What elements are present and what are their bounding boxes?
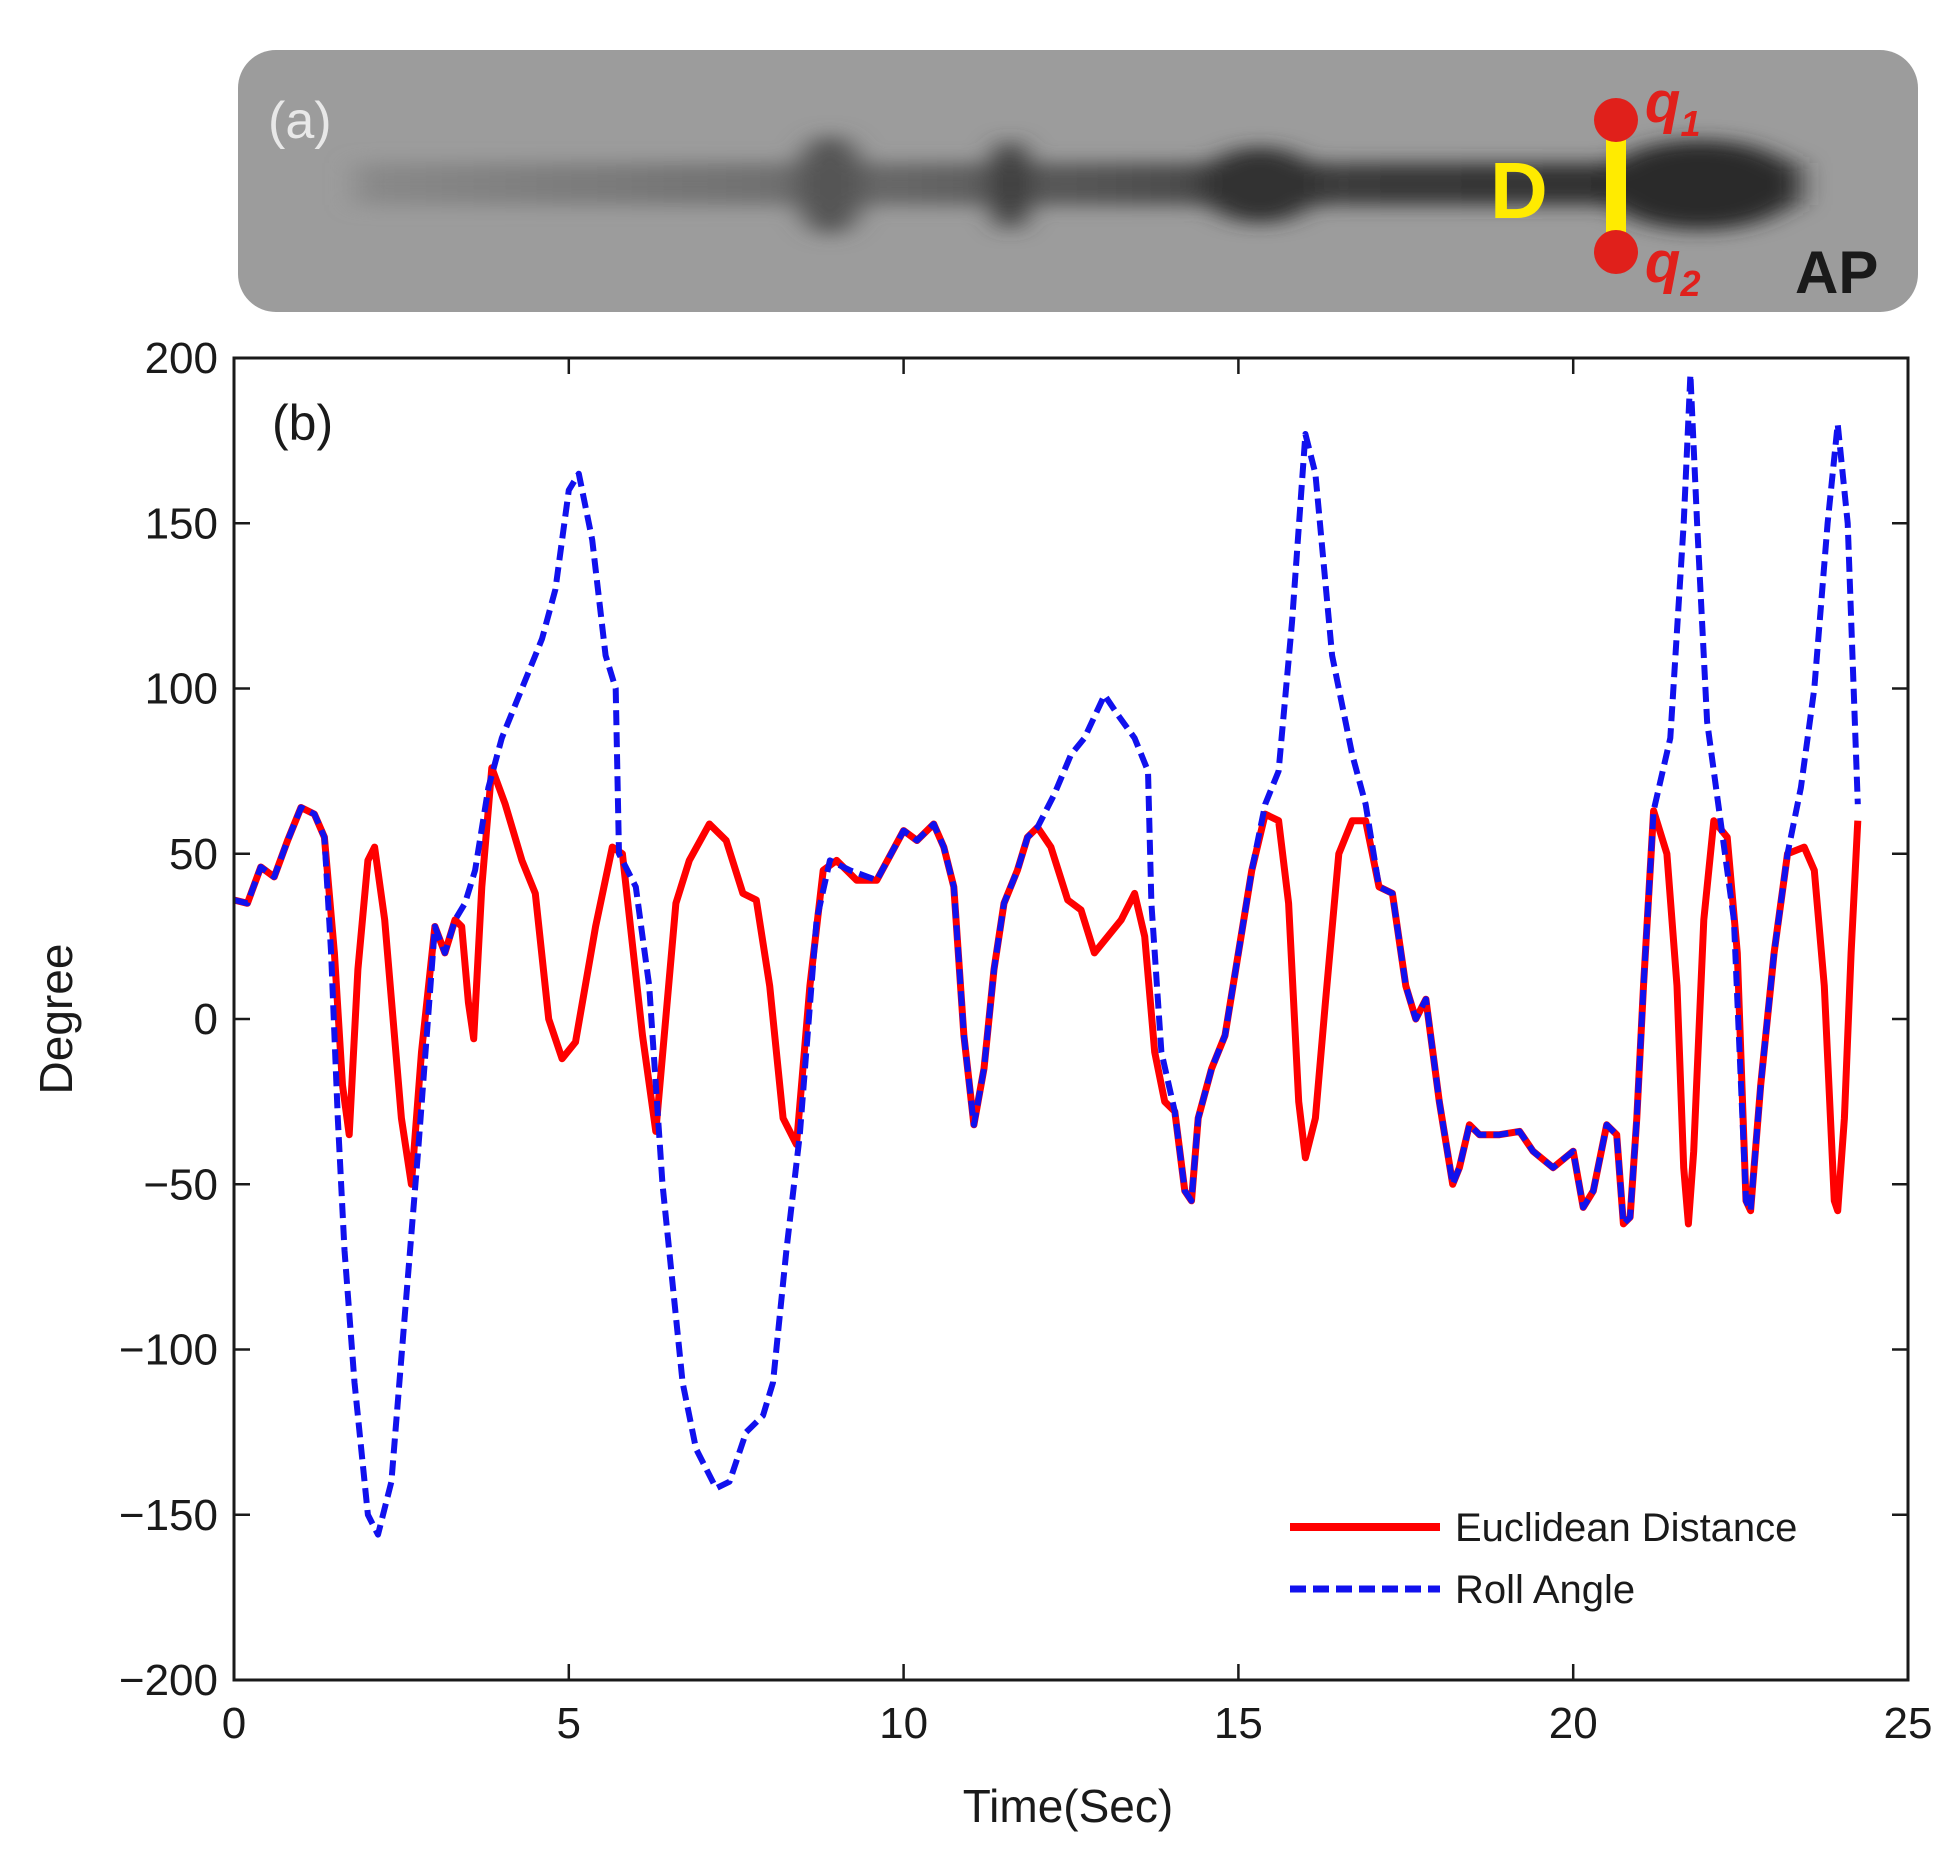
legend: Euclidean Distance Roll Angle [1290,1506,1797,1612]
tick-layer: 0 5 10 15 20 25 −200 −150 −100 −50 0 50 100 150 200 [119,334,1933,1748]
x-tick-label: 15 [1214,1699,1263,1748]
x-axis-title: Time(Sec) [963,1780,1173,1832]
point-q2-label: q2 [1645,230,1700,304]
y-tick-label: 0 [194,995,218,1044]
x-tick-label: 20 [1549,1699,1598,1748]
panel-label-b: (b) [272,395,333,451]
streak-image [355,135,1800,235]
y-tick-label: −150 [119,1491,218,1540]
segment-d [1606,122,1626,248]
point-q1 [1594,98,1638,142]
segment-label-d: D [1490,146,1548,235]
point-q1-label: q1 [1645,70,1700,144]
chart-panel: 0 5 10 15 20 25 −200 −150 −100 −50 0 50 100 150 200 (b… [30,334,1932,1832]
y-tick-label: 150 [145,499,218,548]
series-layer [233,371,1862,1538]
x-tick-label: 0 [222,1699,246,1748]
y-axis-title: Degree [30,944,82,1095]
x-tick-label: 5 [557,1699,581,1748]
view-label-ap: AP [1795,239,1878,306]
strip-panel: (a) D q1 q2 AP [238,50,1918,312]
x-tick-label: 25 [1884,1699,1933,1748]
y-tick-label: −200 [119,1656,218,1705]
legend-label-roll: Roll Angle [1455,1568,1635,1612]
panel-label-a: (a) [268,92,332,150]
y-tick-label: 100 [145,665,218,714]
y-tick-label: 50 [169,830,218,879]
y-tick-label: −100 [119,1326,218,1375]
x-tick-label: 10 [879,1699,928,1748]
legend-label-euclidean: Euclidean Distance [1455,1506,1797,1550]
plot-area [234,358,1908,1680]
y-tick-label: −50 [143,1160,218,1209]
series-line-roll-angle [233,371,1861,1538]
point-q2 [1594,230,1638,274]
y-tick-label: 200 [145,334,218,383]
